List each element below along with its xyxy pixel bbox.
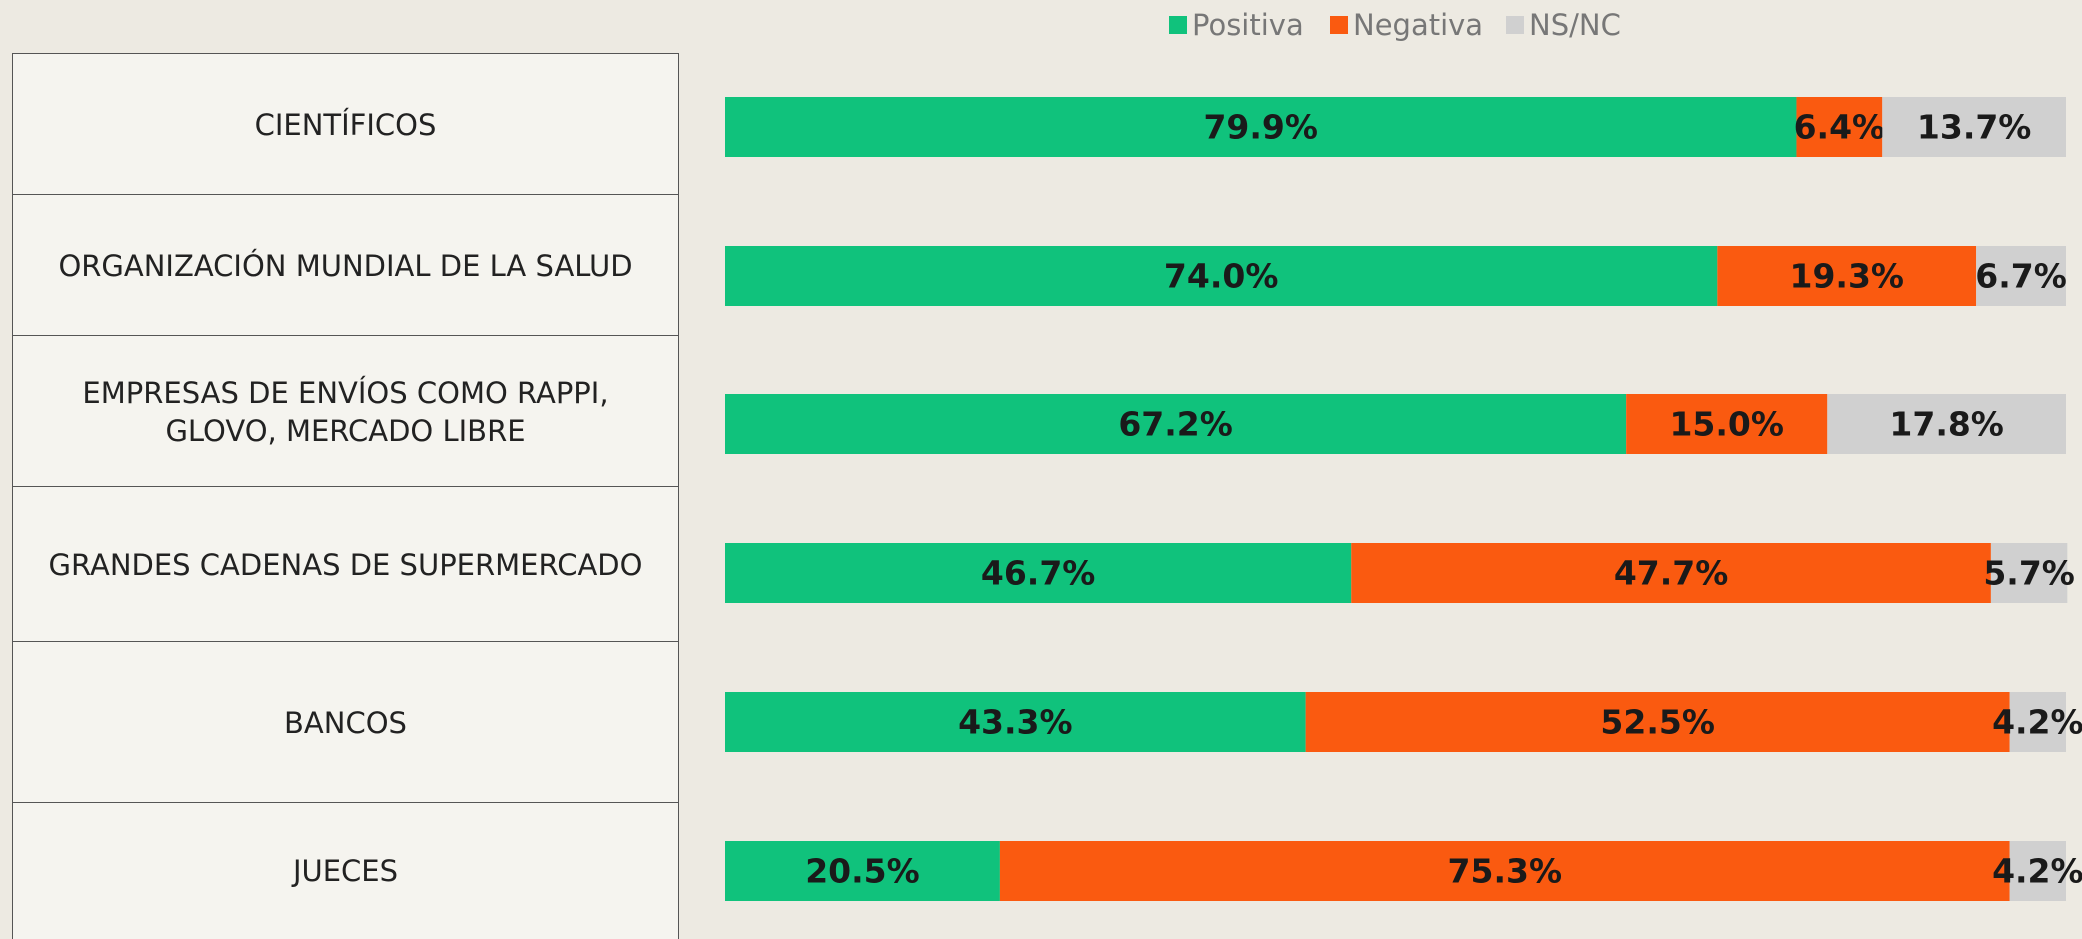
bar-segment <box>725 841 1000 901</box>
bar-segment <box>2009 692 2066 752</box>
bar-segment <box>1626 394 1828 454</box>
category-label: ORGANIZACIÓN MUNDIAL DE LA SALUD <box>12 194 679 337</box>
bar-segment <box>1882 97 2066 157</box>
data-label: 75.3% <box>1448 852 1563 891</box>
bar-segment <box>1351 543 1991 603</box>
data-label: 13.7% <box>1917 108 2032 147</box>
data-label: 43.3% <box>958 703 1073 742</box>
bar-segment <box>1976 246 2066 306</box>
legend-swatch <box>1169 16 1187 34</box>
category-label: CIENTÍFICOS <box>12 53 679 196</box>
bar-segment <box>725 543 1352 603</box>
data-label: 6.4% <box>1794 108 1886 147</box>
bar-segment <box>1796 97 1883 157</box>
bar-segment <box>1827 394 2066 454</box>
data-label: 4.2% <box>1992 852 2082 891</box>
legend-swatch <box>1506 16 1524 34</box>
data-label: 5.7% <box>1983 554 2075 593</box>
data-label: 46.7% <box>981 554 1096 593</box>
legend-label: Positiva <box>1192 8 1304 42</box>
data-label: 6.7% <box>1975 257 2067 296</box>
category-label: JUECES <box>12 802 679 939</box>
bar-segment <box>1990 543 2068 603</box>
data-label: 74.0% <box>1164 257 1279 296</box>
bar-segment <box>725 692 1306 752</box>
bar-segment <box>1305 692 2010 752</box>
category-label: BANCOS <box>12 641 679 804</box>
data-label: 20.5% <box>805 852 920 891</box>
data-label: 52.5% <box>1600 703 1715 742</box>
category-table: CIENTÍFICOS ORGANIZACIÓN MUNDIAL DE LA SA… <box>12 53 681 939</box>
data-label: 15.0% <box>1669 405 1784 444</box>
category-label: EMPRESAS DE ENVÍOS COMO RAPPI, GLOVO, ME… <box>12 335 679 488</box>
data-label: 67.2% <box>1118 405 1233 444</box>
data-label: 79.9% <box>1203 108 1318 147</box>
data-label: 17.8% <box>1889 405 2004 444</box>
bar-segment <box>2009 841 2066 901</box>
category-label: GRANDES CADENAS DE SUPERMERCADO <box>12 486 679 643</box>
bar-segment <box>725 97 1797 157</box>
bar-segment <box>999 841 2010 901</box>
bar-segment <box>725 246 1718 306</box>
bar-segment <box>1717 246 1977 306</box>
legend-swatch <box>1330 16 1348 34</box>
data-label: 47.7% <box>1614 554 1729 593</box>
data-label: 19.3% <box>1789 257 1904 296</box>
data-label: 4.2% <box>1992 703 2082 742</box>
legend-label: Negativa <box>1353 8 1483 42</box>
legend-label: NS/NC <box>1529 8 1621 42</box>
bar-segment <box>725 394 1627 454</box>
